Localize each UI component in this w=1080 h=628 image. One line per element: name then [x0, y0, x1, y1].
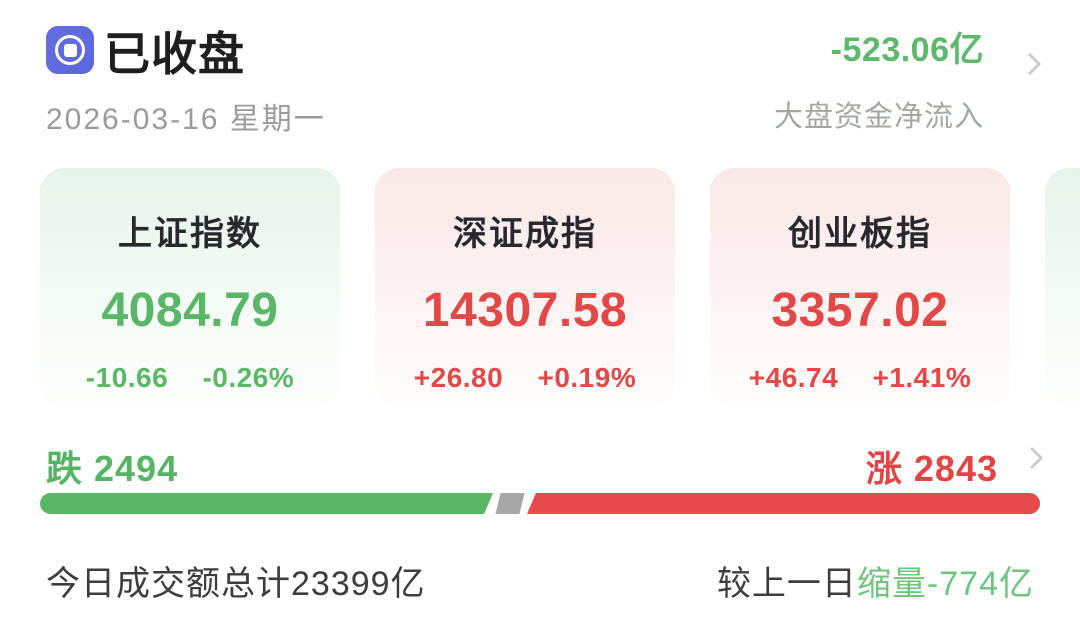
advance-decline-bar — [40, 493, 1040, 514]
net-flow-block[interactable]: -523.06亿 大盘资金净流入 — [774, 22, 984, 135]
index-card-shanghai[interactable]: 上证指数 4084.79 -10.66 -0.26% — [40, 168, 340, 408]
decliners-bar-segment — [40, 493, 493, 514]
trade-date: 2026-03-16 星期一 — [46, 103, 326, 136]
index-change: +46.74 +1.41% — [710, 362, 1010, 394]
index-value: 4084.79 — [101, 284, 279, 337]
advancers-bar-segment — [527, 493, 1040, 514]
index-name: 创业板指 — [788, 215, 932, 253]
turnover-compare: 较上一日缩量-774亿 — [717, 556, 1034, 605]
index-card-partial[interactable] — [1045, 168, 1080, 408]
index-change: -10.66 -0.26% — [40, 362, 340, 394]
index-change-pct: +0.19% — [537, 362, 637, 393]
chevron-right-icon[interactable] — [1018, 52, 1042, 76]
index-card-chinext[interactable]: 创业板指 3357.02 +46.74 +1.41% — [710, 168, 1010, 408]
header: 已收盘 2026-03-16 星期一 -523.06亿 大盘资金净流入 — [0, 0, 1080, 150]
index-card-row: 上证指数 4084.79 -10.66 -0.26% 深证成指 14307.58… — [0, 168, 1080, 408]
chevron-right-icon[interactable] — [1020, 446, 1044, 470]
net-flow-value: -523.06亿 — [830, 31, 984, 69]
index-value: 3357.02 — [771, 284, 949, 337]
advance-decline-labels[interactable]: 跌 2494 涨 2843 — [40, 440, 1044, 489]
index-name: 深证成指 — [453, 215, 597, 253]
turnover-compare-prefix: 较上一日 — [716, 565, 857, 603]
index-name: 上证指数 — [118, 215, 262, 253]
coin-ring-icon — [55, 35, 85, 65]
index-change: +26.80 +0.19% — [375, 362, 675, 394]
index-change-abs: +26.80 — [413, 362, 504, 393]
coin-center-icon — [63, 43, 77, 57]
decliners-count: 跌 2494 — [46, 448, 179, 489]
index-change-abs: -10.66 — [85, 362, 169, 393]
market-status-title: 已收盘 — [104, 28, 245, 80]
index-change-pct: +1.41% — [872, 362, 972, 393]
unchanged-bar-segment — [495, 493, 525, 514]
coin-icon — [46, 26, 94, 74]
index-change-abs: +46.74 — [748, 362, 839, 393]
turnover-shrink-value: 缩量-774亿 — [856, 565, 1034, 603]
turnover-total: 今日成交额总计23399亿 — [46, 565, 426, 603]
turnover-row: 今日成交额总计23399亿 较上一日缩量-774亿 — [46, 556, 1034, 603]
advancers-count: 涨 2843 — [865, 448, 998, 489]
index-change-pct: -0.26% — [202, 362, 295, 393]
index-card-shenzhen[interactable]: 深证成指 14307.58 +26.80 +0.19% — [375, 168, 675, 408]
index-value: 14307.58 — [422, 284, 628, 337]
net-flow-label: 大盘资金净流入 — [773, 101, 984, 133]
